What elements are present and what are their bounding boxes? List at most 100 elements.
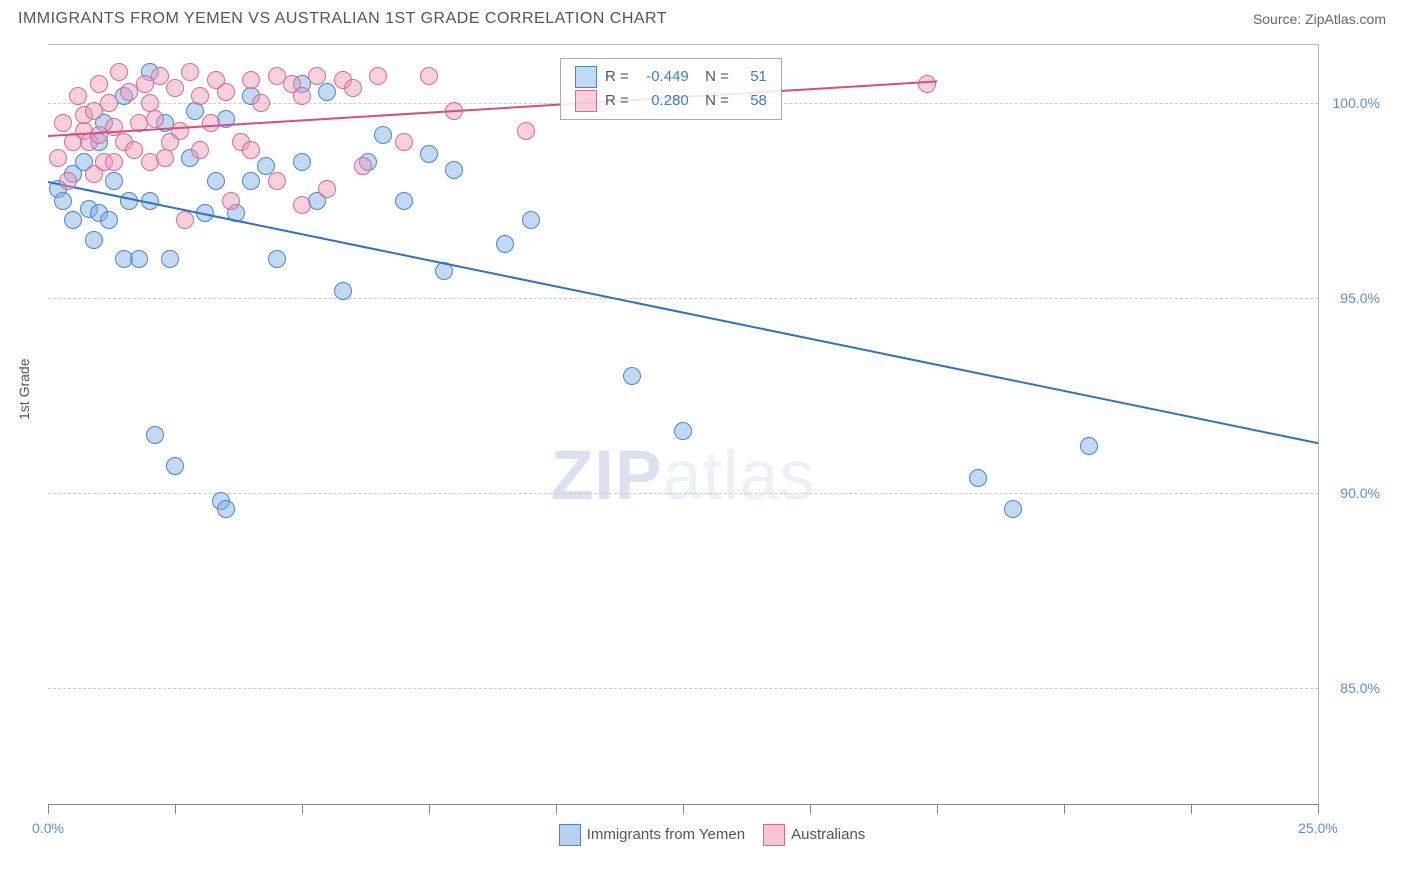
data-point (125, 141, 143, 159)
data-point (217, 83, 235, 101)
data-point (969, 469, 987, 487)
x-tick-label: 0.0% (32, 820, 64, 836)
x-axis (48, 804, 1318, 805)
data-point (217, 500, 235, 518)
data-point (308, 67, 326, 85)
data-point (85, 231, 103, 249)
data-point (202, 114, 220, 132)
data-point (522, 211, 540, 229)
data-point (293, 153, 311, 171)
scatter-chart: ZIPatlas 85.0%90.0%95.0%100.0% (48, 44, 1319, 805)
x-tick (683, 804, 684, 814)
legend-series-label: Australians (791, 826, 865, 843)
x-tick (556, 804, 557, 814)
legend-series-label: Immigrants from Yemen (587, 826, 745, 843)
data-point (161, 250, 179, 268)
watermark: ZIPatlas (551, 435, 816, 515)
data-point (242, 71, 260, 89)
legend-swatch (575, 66, 597, 88)
data-point (1080, 437, 1098, 455)
correlation-legend: R =-0.449 N =51R =0.280 N =58 (560, 58, 782, 120)
legend-swatch (763, 824, 785, 846)
data-point (105, 153, 123, 171)
data-point (354, 157, 372, 175)
bottom-legend: Immigrants from Yemen Australians (0, 824, 1406, 846)
data-point (242, 141, 260, 159)
data-point (207, 172, 225, 190)
data-point (64, 211, 82, 229)
data-point (54, 192, 72, 210)
data-point (151, 67, 169, 85)
data-point (49, 149, 67, 167)
data-point (176, 211, 194, 229)
y-tick-label: 90.0% (1340, 485, 1380, 501)
data-point (496, 235, 514, 253)
data-point (166, 457, 184, 475)
data-point (242, 172, 260, 190)
data-point (105, 172, 123, 190)
data-point (268, 172, 286, 190)
data-point (374, 126, 392, 144)
x-tick (48, 804, 49, 814)
data-point (395, 192, 413, 210)
data-point (181, 63, 199, 81)
data-point (268, 250, 286, 268)
legend-r-value: -0.449 (637, 65, 689, 89)
legend-r-label: R = (605, 65, 629, 89)
data-point (100, 94, 118, 112)
y-axis-label: 1st Grade (16, 359, 32, 420)
x-tick (1191, 804, 1192, 814)
data-point (1004, 500, 1022, 518)
y-tick-label: 95.0% (1340, 290, 1380, 306)
legend-row: R = 0.280 N = 58 (575, 89, 767, 113)
x-tick (937, 804, 938, 814)
data-point (222, 192, 240, 210)
data-point (445, 161, 463, 179)
x-tick-label: 25.0% (1298, 820, 1338, 836)
data-point (166, 79, 184, 97)
data-point (293, 87, 311, 105)
data-point (110, 63, 128, 81)
data-point (90, 75, 108, 93)
data-point (59, 172, 77, 190)
gridline (48, 298, 1318, 299)
x-tick (175, 804, 176, 814)
data-point (156, 149, 174, 167)
data-point (130, 250, 148, 268)
legend-n-label: N = (697, 65, 729, 89)
x-tick (429, 804, 430, 814)
data-point (918, 75, 936, 93)
legend-swatch (559, 824, 581, 846)
data-point (369, 67, 387, 85)
legend-n-value: 58 (737, 89, 767, 113)
chart-header: IMMIGRANTS FROM YEMEN VS AUSTRALIAN 1ST … (0, 0, 1406, 34)
x-tick (1318, 804, 1319, 814)
legend-r-value: 0.280 (637, 89, 689, 113)
data-point (623, 367, 641, 385)
data-point (334, 282, 352, 300)
data-point (171, 122, 189, 140)
data-point (146, 426, 164, 444)
x-tick (302, 804, 303, 814)
data-point (293, 196, 311, 214)
y-tick-label: 100.0% (1333, 95, 1380, 111)
data-point (517, 122, 535, 140)
data-point (186, 102, 204, 120)
data-point (100, 211, 118, 229)
y-tick-label: 85.0% (1340, 680, 1380, 696)
legend-n-label: N = (697, 89, 729, 113)
gridline (48, 493, 1318, 494)
data-point (318, 83, 336, 101)
gridline (48, 688, 1318, 689)
data-point (69, 87, 87, 105)
data-point (54, 114, 72, 132)
legend-r-label: R = (605, 89, 629, 113)
data-point (344, 79, 362, 97)
trend-line (48, 181, 1318, 444)
chart-title: IMMIGRANTS FROM YEMEN VS AUSTRALIAN 1ST … (18, 10, 667, 28)
legend-row: R =-0.449 N =51 (575, 65, 767, 89)
legend-swatch (575, 90, 597, 112)
data-point (191, 141, 209, 159)
data-point (420, 145, 438, 163)
data-point (420, 67, 438, 85)
